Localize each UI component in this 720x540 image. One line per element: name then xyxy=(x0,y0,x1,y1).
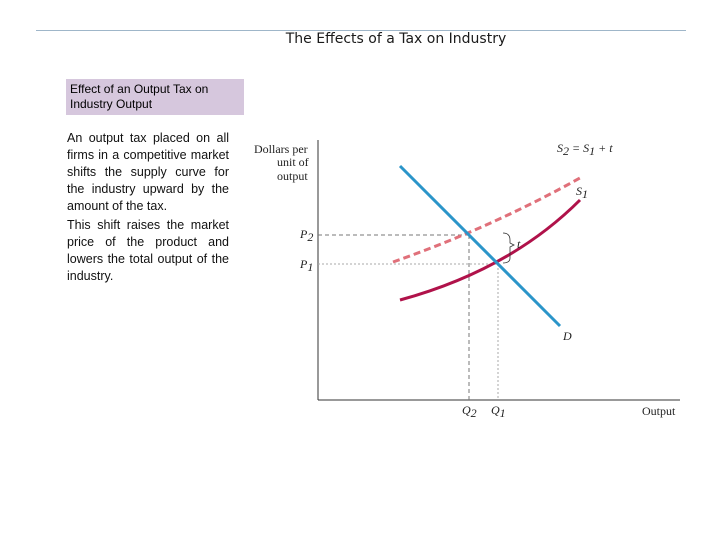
body-text: An output tax placed on all firms in a c… xyxy=(67,130,229,287)
x-axis-label: Output xyxy=(642,404,676,418)
section-heading: Effect of an Output Tax on Industry Outp… xyxy=(66,79,244,115)
body-paragraph-1: An output tax placed on all firms in a c… xyxy=(67,131,229,213)
demand-curve xyxy=(398,164,562,328)
y-axis-label-line-1: Dollars per xyxy=(254,142,308,156)
page-title: The Effects of a Tax on Industry xyxy=(285,31,507,47)
tax-brace xyxy=(502,232,515,264)
original-supply-curve xyxy=(399,198,582,302)
quantity-label-q1: Q1 xyxy=(491,403,506,420)
original-supply-label: S1 xyxy=(576,184,588,201)
y-axis-label-line-2: unit of xyxy=(277,155,309,169)
title-rule xyxy=(36,30,686,31)
price-label-p1: P1 xyxy=(299,257,313,274)
shifted-supply-curve xyxy=(392,176,581,264)
quantity-label-q2: Q2 xyxy=(462,403,477,420)
price-label-p2: P2 xyxy=(299,227,313,244)
shifted-supply-label: S2 = S1 + t xyxy=(557,141,613,158)
y-axis-label-line-3: output xyxy=(277,169,308,183)
demand-label: D xyxy=(562,329,572,343)
tax-label: t xyxy=(517,237,521,251)
body-paragraph-2: This shift raises the market price of th… xyxy=(67,218,229,283)
